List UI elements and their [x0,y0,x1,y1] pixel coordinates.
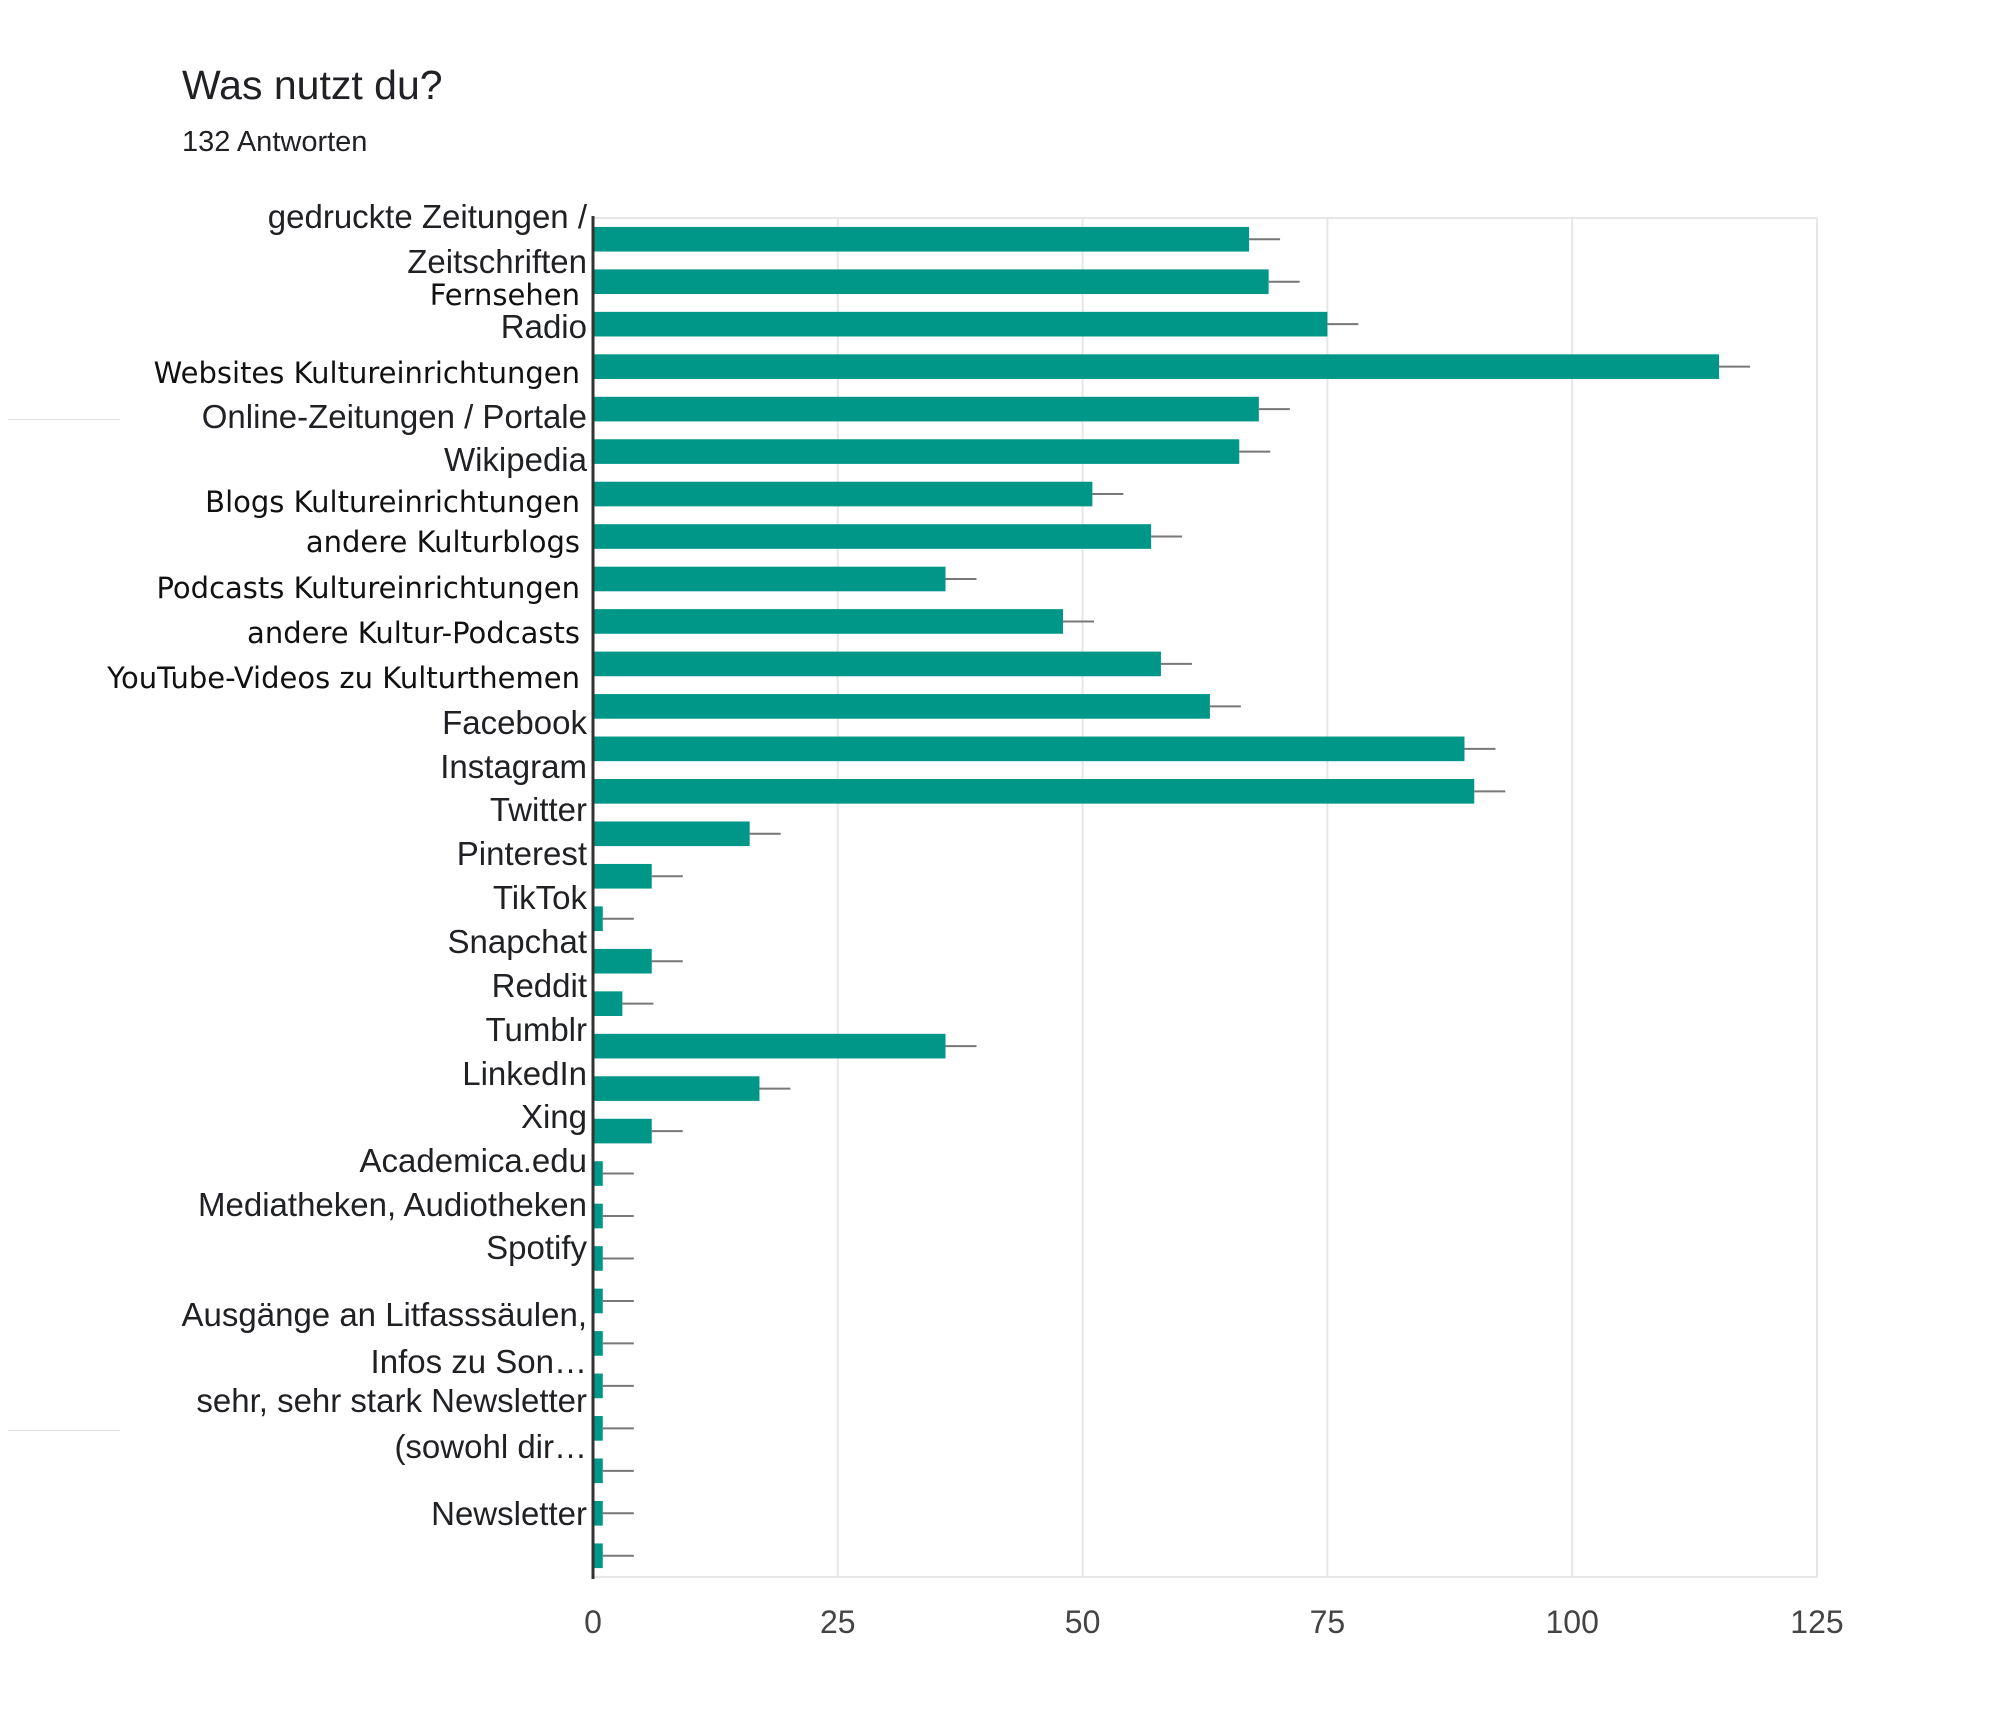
bar [593,311,1328,337]
bar [593,1246,603,1271]
bar [593,1543,603,1569]
category-label: YouTube-Videos zu Kulturthemen [106,661,580,695]
category-label: LinkedIn [462,1055,587,1092]
category-label: Websites Kultureinrichtungen [154,356,580,390]
divider-line [8,419,120,420]
x-tick-labels: 0 25 50 75 100 125 [584,1604,1844,1640]
category-label: Blogs Kultureinrichtungen [205,485,580,519]
bar [593,1331,603,1356]
category-label: Reddit [492,967,587,1004]
category-label: Wikipedia [444,441,588,478]
category-label: Facebook [442,704,587,741]
category-label: Instagram [440,748,587,785]
bar [593,821,750,847]
bar [593,694,1210,719]
bars [593,226,1720,1569]
category-label: Ausgänge an Litfasssäulen, [182,1296,587,1333]
bar [593,396,1259,422]
category-label: Podcasts Kultureinrichtungen [156,571,580,605]
x-tick-label: 100 [1546,1604,1599,1640]
bar [593,1458,603,1484]
bar [593,1161,603,1186]
x-tick-label: 50 [1065,1604,1101,1640]
bar [593,1118,652,1144]
category-label: TikTok [493,879,588,916]
category-label: sehr, sehr stark Newsletter [196,1382,587,1419]
category-label: Academica.edu [360,1142,587,1179]
bar [593,991,623,1016]
category-label: gedruckte Zeitungen / [268,198,588,235]
category-label: Online-Zeitungen / Portale [202,398,587,435]
bar [593,524,1152,549]
bar [593,566,946,592]
x-tick-label: 0 [584,1604,602,1640]
category-label: Fernsehen [430,278,580,312]
bar [593,609,1064,634]
divider-line [8,1430,120,1431]
bar [593,1076,760,1101]
category-label: Mediatheken, Audiotheken [198,1186,587,1223]
bar [593,354,1720,379]
category-label: Xing [521,1098,587,1135]
error-bars [602,238,1751,1557]
bar [593,1500,603,1526]
x-tick-label: 25 [820,1604,856,1640]
bar [593,736,1465,762]
bar [593,1203,603,1229]
category-label: Tumblr [486,1011,587,1048]
bar [593,779,1475,804]
bar [593,1288,603,1314]
category-label: (sowohl dir… [394,1428,587,1465]
bar [593,439,1240,464]
category-label: Spotify [486,1229,587,1266]
category-label: Pinterest [457,835,587,872]
category-label: Twitter [490,791,587,828]
bar [593,481,1093,507]
bar [593,269,1269,295]
category-labels: gedruckte Zeitungen / ZeitschriftenFernse… [106,198,588,1532]
response-count: 132 Antworten [182,126,368,158]
question-title: Was nutzt du? [182,62,443,108]
category-label: Radio [501,308,587,345]
category-label: andere Kultur-Podcasts [247,616,580,650]
bar [593,1416,603,1441]
category-label: andere Kulturblogs [306,525,580,559]
x-tick-label: 125 [1790,1604,1843,1640]
bar [593,863,652,889]
category-label: Snapchat [448,923,587,960]
bar [593,948,652,974]
bar [593,906,603,932]
bar [593,226,1250,252]
bar [593,1373,603,1399]
grid-lines [593,217,1818,1578]
x-tick-label: 75 [1310,1604,1346,1640]
category-label: Zeitschriften [407,243,587,280]
category-label: Infos zu Son… [371,1343,587,1380]
bar [593,1033,946,1059]
bar [593,651,1161,677]
category-label: Newsletter [431,1495,587,1532]
